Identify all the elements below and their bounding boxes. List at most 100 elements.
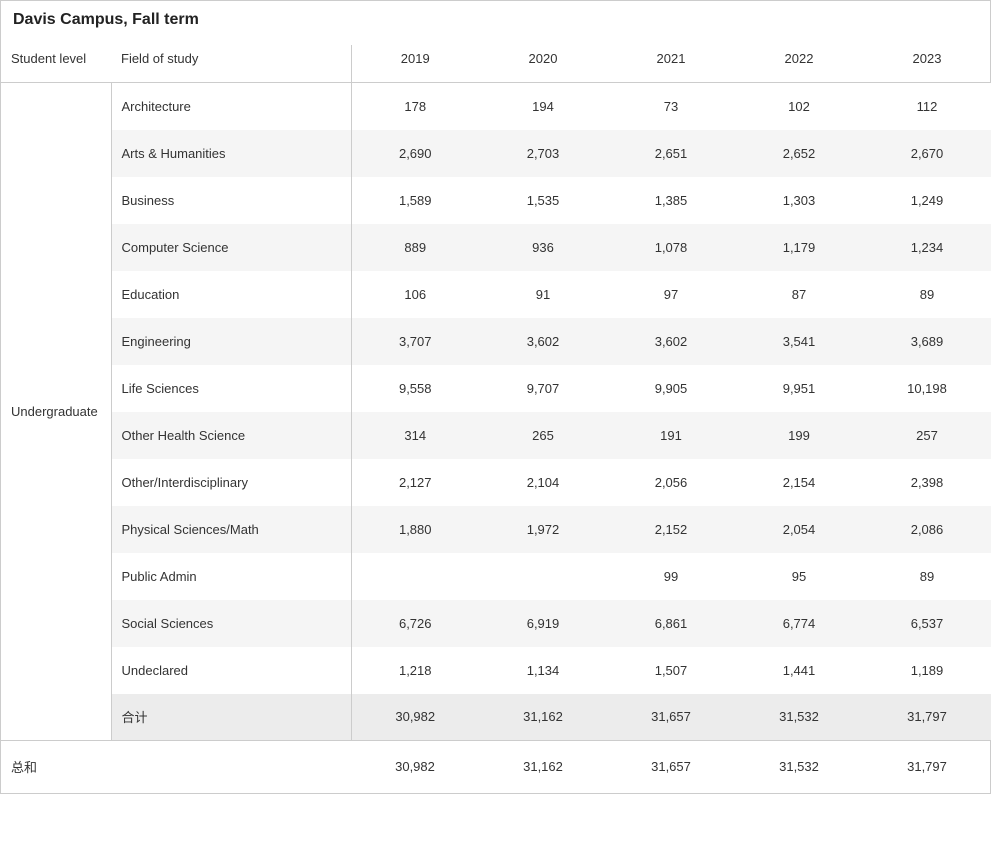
value-cell: 6,919 [479,600,607,647]
value-cell: 1,303 [735,177,863,224]
subtotal-value: 31,162 [479,694,607,741]
table-row: Engineering3,7073,6023,6023,5413,689 [1,318,991,365]
field-of-study-cell: Social Sciences [111,600,351,647]
value-cell: 2,127 [351,459,479,506]
value-cell: 2,652 [735,130,863,177]
col-header-year: 2022 [735,45,863,83]
field-of-study-cell: Undeclared [111,647,351,694]
table-row: Physical Sciences/Math1,8801,9722,1522,0… [1,506,991,553]
value-cell: 106 [351,271,479,318]
value-cell: 1,134 [479,647,607,694]
field-of-study-cell: Other Health Science [111,412,351,459]
grand-total-label: 总和 [1,741,351,793]
value-cell: 194 [479,83,607,130]
table-row: Business1,5891,5351,3851,3031,249 [1,177,991,224]
table-row: UndergraduateArchitecture17819473102112 [1,83,991,130]
grand-total-value: 31,797 [863,741,991,793]
value-cell: 1,189 [863,647,991,694]
value-cell: 102 [735,83,863,130]
value-cell: 2,086 [863,506,991,553]
col-header-field: Field of study [111,45,351,83]
value-cell: 6,861 [607,600,735,647]
value-cell: 9,905 [607,365,735,412]
grand-total-value: 31,532 [735,741,863,793]
col-header-year: 2019 [351,45,479,83]
table-body: UndergraduateArchitecture17819473102112A… [1,83,991,793]
value-cell: 97 [607,271,735,318]
value-cell: 3,602 [607,318,735,365]
field-of-study-cell: Computer Science [111,224,351,271]
value-cell: 2,104 [479,459,607,506]
value-cell: 2,690 [351,130,479,177]
field-of-study-cell: Business [111,177,351,224]
value-cell [351,553,479,600]
field-of-study-cell: Engineering [111,318,351,365]
value-cell: 95 [735,553,863,600]
field-of-study-cell: Architecture [111,83,351,130]
value-cell: 2,154 [735,459,863,506]
value-cell: 191 [607,412,735,459]
value-cell: 87 [735,271,863,318]
value-cell: 73 [607,83,735,130]
field-of-study-cell: Public Admin [111,553,351,600]
col-header-year: 2021 [607,45,735,83]
grand-total-value: 31,657 [607,741,735,793]
col-header-year: 2023 [863,45,991,83]
grand-total-value: 31,162 [479,741,607,793]
col-header-year: 2020 [479,45,607,83]
table-row: Social Sciences6,7266,9196,8616,7746,537 [1,600,991,647]
value-cell: 936 [479,224,607,271]
report-title: Davis Campus, Fall term [1,1,990,45]
subtotal-row: 合计30,98231,16231,65731,53231,797 [1,694,991,741]
table-row: Undeclared1,2181,1341,5071,4411,189 [1,647,991,694]
value-cell: 265 [479,412,607,459]
value-cell: 6,726 [351,600,479,647]
value-cell: 9,558 [351,365,479,412]
value-cell: 99 [607,553,735,600]
value-cell: 91 [479,271,607,318]
value-cell: 10,198 [863,365,991,412]
report-container: Davis Campus, Fall term Student level Fi… [0,0,991,794]
value-cell: 257 [863,412,991,459]
value-cell: 112 [863,83,991,130]
value-cell: 314 [351,412,479,459]
value-cell: 6,774 [735,600,863,647]
value-cell: 1,507 [607,647,735,694]
value-cell: 9,707 [479,365,607,412]
table-header-row: Student level Field of study 2019 2020 2… [1,45,991,83]
subtotal-label: 合计 [111,694,351,741]
value-cell: 2,651 [607,130,735,177]
value-cell: 178 [351,83,479,130]
value-cell: 889 [351,224,479,271]
value-cell: 89 [863,271,991,318]
table-row: Public Admin999589 [1,553,991,600]
value-cell: 9,951 [735,365,863,412]
table-row: Education10691978789 [1,271,991,318]
value-cell: 1,535 [479,177,607,224]
value-cell: 199 [735,412,863,459]
value-cell: 1,078 [607,224,735,271]
value-cell: 2,054 [735,506,863,553]
table-row: Computer Science8899361,0781,1791,234 [1,224,991,271]
enrollment-table: Student level Field of study 2019 2020 2… [1,45,991,793]
grand-total-row: 总和30,98231,16231,65731,53231,797 [1,741,991,793]
table-row: Arts & Humanities2,6902,7032,6512,6522,6… [1,130,991,177]
field-of-study-cell: Life Sciences [111,365,351,412]
value-cell: 6,537 [863,600,991,647]
field-of-study-cell: Physical Sciences/Math [111,506,351,553]
value-cell: 1,880 [351,506,479,553]
grand-total-value: 30,982 [351,741,479,793]
table-row: Life Sciences9,5589,7079,9059,95110,198 [1,365,991,412]
student-level-cell: Undergraduate [1,83,111,741]
value-cell: 2,703 [479,130,607,177]
subtotal-value: 31,657 [607,694,735,741]
value-cell: 3,541 [735,318,863,365]
value-cell: 2,152 [607,506,735,553]
value-cell: 1,218 [351,647,479,694]
subtotal-value: 30,982 [351,694,479,741]
value-cell: 1,234 [863,224,991,271]
value-cell: 1,441 [735,647,863,694]
field-of-study-cell: Other/Interdisciplinary [111,459,351,506]
value-cell: 1,972 [479,506,607,553]
value-cell: 3,602 [479,318,607,365]
